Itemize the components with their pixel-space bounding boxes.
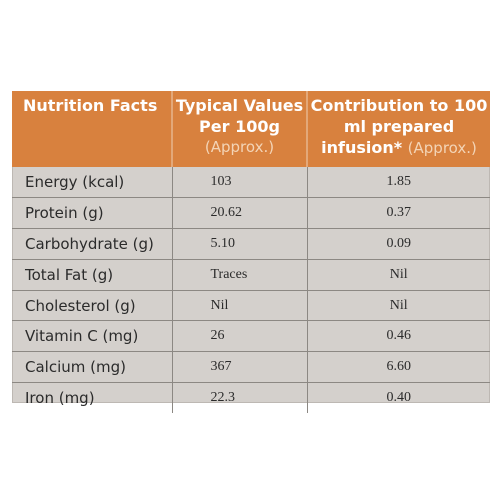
value-per-100ml: 6.60	[307, 351, 490, 383]
value-per-100ml: 1.85	[386, 173, 412, 189]
value-per-100ml: 0.40	[307, 382, 490, 414]
nutrient-name: Cholesterol (g)	[12, 289, 173, 321]
header-contribution-approx: (Approx.)	[407, 139, 477, 157]
value-per-100g: Nil	[172, 289, 308, 321]
value-per-100ml: 0.46	[307, 320, 490, 352]
table-row: Iron (mg) 22.3 0.40	[12, 382, 490, 414]
value-per-100ml: Nil	[307, 258, 490, 291]
header-typical-values-label: Typical Values Per 100g	[175, 96, 304, 136]
nutrient-name: Total Fat (g)	[12, 258, 173, 291]
nutrient-name: Vitamin C (mg)	[12, 320, 173, 352]
header-nutrition-facts: Nutrition Facts	[12, 91, 173, 167]
header-nutrition-facts-label: Nutrition Facts	[23, 96, 158, 115]
table-header-row: Nutrition Facts Typical Values Per 100g …	[12, 91, 490, 167]
value-per-100ml: 0.09	[307, 227, 490, 260]
table-row: Cholesterol (g) Nil Nil	[12, 289, 490, 321]
value-per-100g: 26	[172, 320, 308, 352]
table-row: Total Fat (g) Traces Nil	[12, 258, 490, 291]
nutrient-name: Carbohydrate (g)	[12, 227, 173, 260]
value-per-100g: 20.62	[172, 196, 308, 229]
value-per-100g: 103	[172, 167, 308, 198]
table-row: Protein (g) 20.62 0.37	[12, 196, 490, 229]
header-typical-values: Typical Values Per 100g (Approx.)	[172, 91, 308, 167]
nutrient-name: Calcium (mg)	[12, 351, 173, 383]
nutrient-name: Energy (kcal)	[12, 167, 173, 198]
header-typical-values-approx: (Approx.)	[204, 138, 275, 156]
header-contribution: Contribution to 100 ml prepared infusion…	[307, 91, 490, 167]
nutrition-facts-table: Nutrition Facts Typical Values Per 100g …	[12, 91, 490, 414]
table-row: Energy (kcal) 103 1.85	[12, 167, 490, 198]
value-per-100g: 5.10	[172, 227, 308, 260]
value-per-100ml: 0.37	[307, 196, 490, 229]
nutrient-name: Protein (g)	[12, 196, 173, 229]
value-per-100ml: Nil	[307, 289, 490, 321]
table-row: Carbohydrate (g) 5.10 0.09	[12, 227, 490, 260]
value-per-100g: 22.3	[172, 382, 308, 414]
value-per-100g: Traces	[172, 258, 308, 291]
header-contribution-label: Contribution to 100 ml prepared infusion…	[310, 96, 488, 157]
table-row: Vitamin C (mg) 26 0.46	[12, 320, 490, 352]
value-per-100g: 367	[172, 351, 308, 383]
nutrient-name: Iron (mg)	[12, 382, 173, 414]
table-row: Calcium (mg) 367 6.60	[12, 351, 490, 383]
